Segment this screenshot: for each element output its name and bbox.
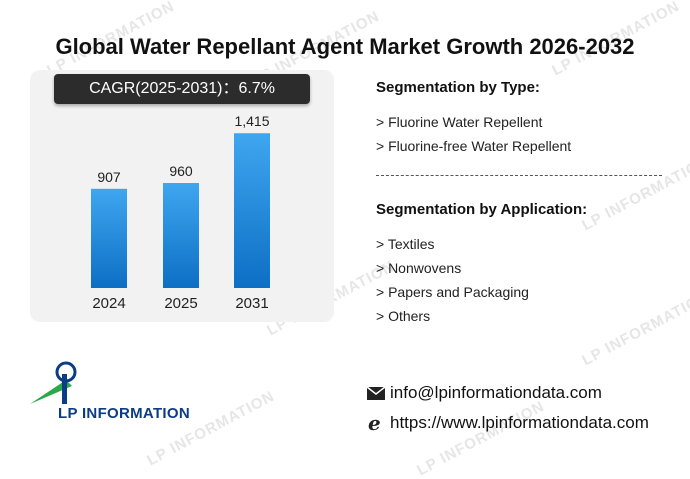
cagr-badge: CAGR(2025-2031)：6.7% [54, 74, 310, 104]
application-item: > Textiles [376, 236, 435, 252]
page-title: Global Water Repellant Agent Market Grow… [55, 34, 635, 59]
bar-value-label: 907 [97, 169, 121, 185]
application-item: > Papers and Packaging [376, 284, 529, 300]
svg-text:e: e [368, 413, 381, 433]
watermark-text: LP INFORMATION [579, 287, 690, 370]
bar-value-label: 960 [169, 163, 193, 179]
application-item: > Others [376, 308, 431, 324]
bar-value-label: 1,415 [234, 113, 269, 129]
email-contact[interactable]: info@lpinformationdata.com [366, 383, 602, 403]
type-item: > Fluorine Water Repellent [376, 114, 543, 130]
browser-e-icon: e [366, 411, 386, 435]
watermark-text: LP INFORMATION [144, 387, 278, 470]
x-tick-label: 2031 [235, 295, 268, 312]
mail-icon [366, 383, 386, 403]
website-contact[interactable]: e https://www.lpinformationdata.com [366, 411, 649, 435]
website-link[interactable]: https://www.lpinformationdata.com [390, 413, 649, 432]
x-tick-label: 2024 [92, 295, 125, 312]
section-divider [376, 175, 662, 176]
lp-information-logo-icon [30, 361, 77, 404]
type-item: > Fluorine-free Water Repellent [376, 138, 572, 154]
email-link[interactable]: info@lpinformationdata.com [390, 383, 602, 402]
bar-2025 [163, 183, 199, 288]
bar-chart: 907 2024 960 2025 1,415 2031 [91, 113, 270, 312]
logo-text: LP INFORMATION [58, 405, 190, 422]
segmentation-type-heading: Segmentation by Type: [376, 79, 540, 96]
watermark-text: LP INFORMATION [414, 397, 548, 479]
segmentation-application-heading: Segmentation by Application: [376, 201, 588, 218]
application-item: > Nonwovens [376, 260, 462, 276]
x-tick-label: 2025 [164, 295, 197, 312]
watermark-text: LP INFORMATION [579, 152, 690, 235]
bar-2031 [234, 133, 270, 288]
bar-2024 [91, 188, 127, 288]
